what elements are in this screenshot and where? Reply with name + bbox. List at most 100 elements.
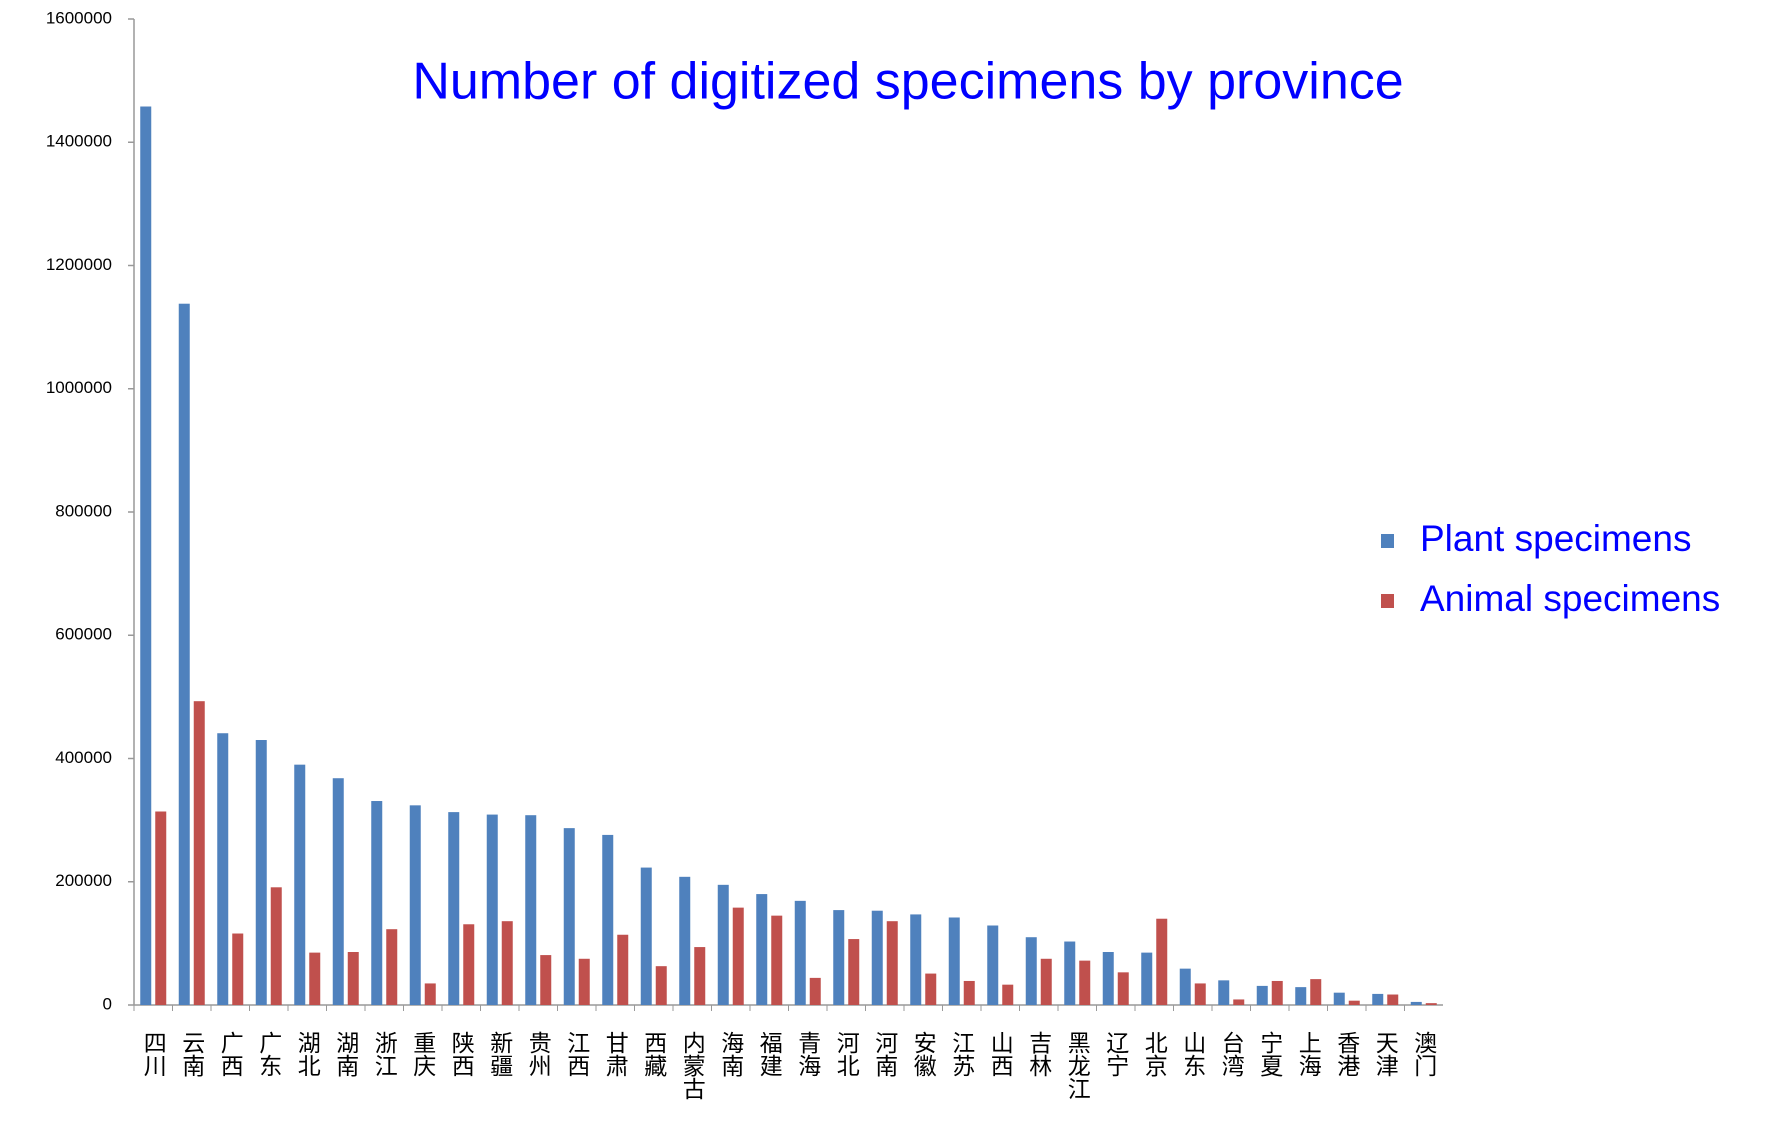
bar bbox=[309, 952, 321, 1005]
bar bbox=[948, 917, 960, 1005]
bar bbox=[448, 812, 460, 1005]
x-tick-label: 河南 bbox=[872, 1031, 899, 1077]
x-tick-label: 云南 bbox=[179, 1031, 205, 1077]
bar bbox=[1348, 1000, 1360, 1005]
bar bbox=[525, 815, 537, 1005]
bar bbox=[347, 952, 359, 1005]
bar bbox=[1179, 968, 1191, 1005]
bar bbox=[963, 980, 975, 1005]
bar bbox=[617, 934, 629, 1005]
bar bbox=[386, 929, 398, 1005]
bar bbox=[140, 106, 152, 1005]
x-tick-label: 广西 bbox=[217, 1031, 244, 1077]
y-tick-label: 200000 bbox=[55, 871, 112, 890]
bar bbox=[848, 939, 860, 1005]
bar bbox=[1271, 980, 1283, 1005]
bar bbox=[833, 910, 845, 1005]
legend-label: Animal specimens bbox=[1420, 578, 1720, 619]
x-tick-label: 湖南 bbox=[333, 1031, 360, 1077]
bar bbox=[679, 876, 691, 1005]
bar bbox=[694, 947, 706, 1005]
y-tick-label: 1400000 bbox=[46, 132, 112, 151]
x-tick-label: 山西 bbox=[987, 1031, 1013, 1077]
bar bbox=[486, 814, 498, 1005]
bar bbox=[1410, 1001, 1422, 1005]
x-tick-label: 广东 bbox=[256, 1031, 283, 1077]
bar bbox=[409, 805, 421, 1005]
bar bbox=[1002, 984, 1014, 1005]
x-tick-label: 河北 bbox=[833, 1031, 860, 1077]
bar bbox=[1425, 1003, 1437, 1005]
x-tick-label: 澳门 bbox=[1411, 1031, 1438, 1077]
y-tick-label: 600000 bbox=[55, 625, 112, 644]
bar bbox=[1156, 918, 1168, 1005]
bar bbox=[371, 801, 383, 1005]
bar bbox=[1025, 937, 1037, 1005]
x-tick-label: 江西 bbox=[564, 1031, 591, 1077]
x-tick-label: 浙江 bbox=[371, 1031, 398, 1077]
x-tick-label: 湖北 bbox=[294, 1031, 321, 1077]
y-tick-label: 1000000 bbox=[46, 378, 112, 397]
bar bbox=[217, 733, 229, 1005]
bar bbox=[1117, 972, 1129, 1005]
x-tick-label: 新疆 bbox=[487, 1031, 514, 1077]
bar bbox=[1064, 941, 1076, 1005]
bar bbox=[578, 958, 590, 1005]
bar bbox=[178, 303, 190, 1005]
bar bbox=[255, 740, 267, 1005]
bar bbox=[270, 887, 282, 1005]
bar bbox=[1333, 992, 1345, 1005]
x-tick-label: 天津 bbox=[1372, 1031, 1399, 1077]
bar bbox=[987, 925, 999, 1005]
bar bbox=[1194, 983, 1206, 1005]
x-tick-label: 海南 bbox=[718, 1031, 745, 1077]
bar bbox=[871, 910, 883, 1005]
bar bbox=[294, 764, 306, 1005]
x-tick-label: 重庆 bbox=[410, 1031, 437, 1077]
x-tick-label: 上海 bbox=[1295, 1031, 1322, 1077]
bar bbox=[424, 983, 436, 1005]
bar bbox=[501, 921, 513, 1005]
bar bbox=[717, 884, 729, 1005]
bar bbox=[1040, 958, 1052, 1005]
bar bbox=[563, 828, 575, 1005]
x-tick-label: 香港 bbox=[1334, 1031, 1361, 1077]
bar bbox=[193, 701, 205, 1005]
bar bbox=[1079, 960, 1091, 1005]
bar bbox=[732, 907, 744, 1005]
bar bbox=[794, 900, 806, 1005]
x-tick-label: 四川 bbox=[140, 1031, 167, 1077]
x-tick-label: 青海 bbox=[795, 1031, 822, 1077]
x-tick-label: 内蒙古 bbox=[679, 1031, 705, 1100]
chart-title: Number of digitized specimens by provinc… bbox=[412, 53, 1403, 111]
bar bbox=[771, 915, 783, 1005]
bar bbox=[1102, 952, 1114, 1005]
bar bbox=[232, 933, 244, 1005]
x-tick-label: 贵州 bbox=[525, 1031, 552, 1077]
x-tick-label: 福建 bbox=[756, 1031, 783, 1077]
x-tick-label: 江苏 bbox=[949, 1031, 976, 1077]
x-tick-label: 台湾 bbox=[1218, 1031, 1245, 1077]
bar bbox=[1218, 980, 1230, 1005]
y-tick-label: 1600000 bbox=[46, 8, 112, 27]
x-tick-label: 陕西 bbox=[448, 1031, 474, 1077]
bar bbox=[640, 867, 652, 1005]
x-tick-label: 宁夏 bbox=[1257, 1031, 1284, 1077]
legend-label: Plant specimens bbox=[1420, 518, 1691, 559]
bar bbox=[540, 955, 552, 1005]
x-tick-label: 吉林 bbox=[1026, 1031, 1053, 1077]
bar bbox=[655, 966, 667, 1005]
bar bbox=[463, 924, 475, 1005]
bar bbox=[1372, 993, 1384, 1005]
bar bbox=[332, 778, 344, 1005]
x-tick-label: 黑龙江 bbox=[1064, 1031, 1091, 1100]
bar bbox=[886, 921, 898, 1005]
bar bbox=[1256, 985, 1268, 1005]
x-tick-label: 甘肃 bbox=[602, 1031, 629, 1077]
bar bbox=[809, 977, 821, 1005]
x-tick-label: 西藏 bbox=[641, 1031, 668, 1077]
x-tick-label: 安徽 bbox=[910, 1031, 937, 1077]
x-tick-label: 山东 bbox=[1180, 1031, 1206, 1077]
y-tick-label: 0 bbox=[103, 994, 112, 1013]
bar bbox=[925, 973, 937, 1005]
